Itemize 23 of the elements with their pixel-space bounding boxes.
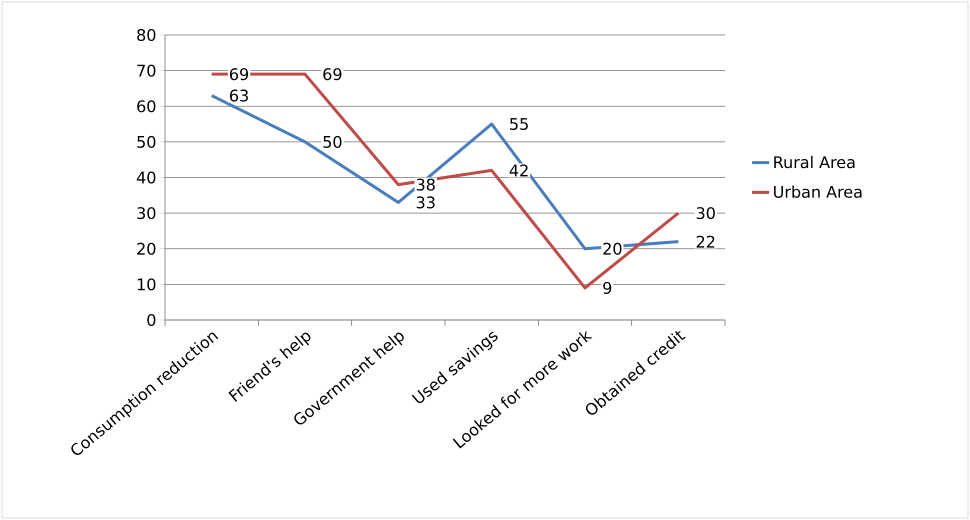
y-tick-label: 70 bbox=[137, 64, 156, 77]
data-label: 69 bbox=[230, 68, 248, 80]
data-label: 20 bbox=[603, 242, 622, 255]
legend-label: Rural Area bbox=[774, 156, 854, 168]
y-tick-label: 10 bbox=[138, 278, 156, 290]
data-label: 33 bbox=[416, 196, 435, 208]
data-label: 22 bbox=[696, 236, 714, 248]
y-tick-label: 0 bbox=[147, 314, 156, 326]
data-label: 30 bbox=[696, 207, 715, 220]
y-tick-label: 50 bbox=[137, 136, 156, 148]
data-label: 63 bbox=[230, 90, 248, 102]
data-label: 38 bbox=[416, 178, 435, 191]
y-tick-label: 20 bbox=[137, 242, 156, 255]
data-label: 42 bbox=[510, 164, 528, 176]
y-tick-label: 30 bbox=[137, 207, 156, 220]
legend-label: Urban Area bbox=[774, 186, 862, 198]
data-label: 9 bbox=[603, 282, 612, 294]
y-tick-label: 40 bbox=[136, 171, 156, 184]
data-label: 69 bbox=[323, 68, 342, 80]
y-tick-label: 60 bbox=[137, 100, 156, 112]
data-label: 55 bbox=[510, 118, 528, 130]
data-label: 50 bbox=[323, 136, 342, 148]
y-tick-label: 80 bbox=[137, 28, 156, 42]
